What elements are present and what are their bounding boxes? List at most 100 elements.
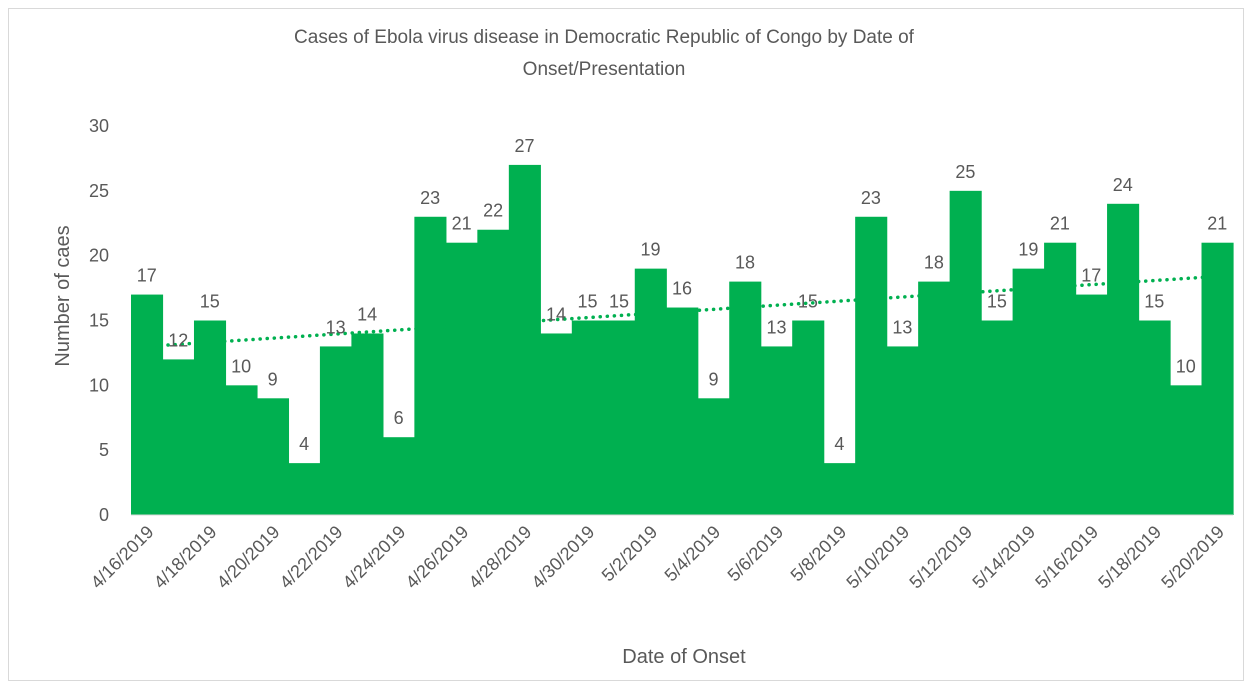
data-label: 15 <box>798 292 818 312</box>
area-bar <box>855 216 888 515</box>
area-bar <box>193 320 227 515</box>
data-label: 21 <box>1050 214 1070 234</box>
area-bar <box>918 281 951 515</box>
area-bar <box>540 333 573 515</box>
data-label: 24 <box>1113 175 1133 195</box>
data-label: 10 <box>231 356 251 376</box>
x-tick-label: 4/16/2019 <box>87 522 158 593</box>
area-bar <box>225 385 258 515</box>
data-label: 16 <box>672 279 692 299</box>
x-tick-label: 5/2/2019 <box>598 522 662 586</box>
data-label: 15 <box>987 292 1007 312</box>
area-bar <box>1201 242 1234 515</box>
ebola-cases-chart: Cases of Ebola virus disease in Democrat… <box>52 27 1234 668</box>
x-tick-label: 4/20/2019 <box>213 522 284 593</box>
area-bar <box>445 242 478 515</box>
area-bar <box>603 320 636 515</box>
x-tick-label: 5/18/2019 <box>1094 522 1165 593</box>
x-tick-label: 5/16/2019 <box>1031 522 1102 593</box>
data-label: 13 <box>892 317 912 337</box>
area-bar <box>697 398 730 515</box>
chart-frame: Cases of Ebola virus disease in Democrat… <box>8 8 1244 681</box>
data-label: 23 <box>420 188 440 208</box>
x-tick-label: 4/28/2019 <box>465 522 536 593</box>
data-label: 15 <box>578 292 598 312</box>
x-axis-label: Date of Onset <box>622 646 746 668</box>
data-label: 13 <box>326 317 346 337</box>
x-tick-label: 5/12/2019 <box>905 522 976 593</box>
chart-title-line-2: Onset/Presentation <box>523 59 686 80</box>
data-label: 19 <box>640 240 660 260</box>
area-bar <box>981 320 1014 515</box>
area-bar <box>666 307 699 515</box>
area-bar <box>823 463 856 515</box>
area-bar <box>571 320 604 515</box>
data-label: 22 <box>483 201 503 221</box>
x-axis-ticks: 4/16/20194/18/20194/20/20194/22/20194/24… <box>87 522 1228 593</box>
area-bar <box>949 190 982 515</box>
area-bar <box>256 398 290 515</box>
y-tick-label: 10 <box>89 375 109 395</box>
y-tick-label: 5 <box>99 440 109 460</box>
y-axis-ticks: 0 5 10 15 20 25 30 <box>89 116 109 525</box>
area-bar <box>1107 203 1140 516</box>
y-tick-label: 0 <box>99 505 109 525</box>
y-tick-label: 15 <box>89 311 109 331</box>
data-label: 18 <box>924 253 944 273</box>
data-label: 15 <box>200 292 220 312</box>
trendline <box>144 274 1220 349</box>
area-series <box>131 164 1234 516</box>
data-label: 15 <box>1144 292 1164 312</box>
data-label: 4 <box>834 434 844 454</box>
y-tick-label: 20 <box>89 246 109 266</box>
area-bar <box>1012 268 1045 515</box>
area-bar <box>319 346 352 515</box>
data-label: 17 <box>1081 266 1101 286</box>
data-label: 18 <box>735 253 755 273</box>
data-label: 27 <box>515 136 535 156</box>
area-bar <box>792 320 825 515</box>
data-label: 4 <box>299 434 309 454</box>
area-bar <box>162 359 195 515</box>
x-tick-label: 4/24/2019 <box>339 522 410 593</box>
x-tick-label: 5/20/2019 <box>1157 522 1228 593</box>
area-bar <box>760 346 793 515</box>
trendline-path <box>144 274 1220 349</box>
data-label: 6 <box>394 408 404 428</box>
area-bar <box>634 268 667 515</box>
data-labels: 17 12 15 10 9 4 13 14 6 23 21 22 27 14 15 15 19 16 9 18 13 15… <box>137 136 1228 454</box>
data-label: 21 <box>1207 214 1227 234</box>
area-bar <box>131 294 164 515</box>
area-bar <box>351 333 384 515</box>
x-tick-label: 5/10/2019 <box>842 522 913 593</box>
x-tick-label: 4/22/2019 <box>276 522 347 593</box>
y-tick-label: 30 <box>89 116 109 136</box>
area-bar <box>477 229 510 516</box>
area-bar <box>508 164 541 515</box>
data-label: 23 <box>861 188 881 208</box>
x-tick-label: 4/30/2019 <box>528 522 599 593</box>
data-label: 12 <box>168 330 188 350</box>
data-label: 9 <box>268 369 278 389</box>
x-tick-label: 5/6/2019 <box>724 522 788 586</box>
data-label: 10 <box>1176 356 1196 376</box>
chart-title-line-1: Cases of Ebola virus disease in Democrat… <box>294 27 915 48</box>
area-bar <box>1044 242 1077 515</box>
data-label: 21 <box>452 214 472 234</box>
data-label: 14 <box>357 304 377 324</box>
x-tick-label: 5/14/2019 <box>968 522 1039 593</box>
data-label: 17 <box>137 266 157 286</box>
data-label: 25 <box>955 162 975 182</box>
area-bar <box>414 216 447 515</box>
data-label: 19 <box>1018 240 1038 260</box>
area-bar <box>1170 385 1203 515</box>
area-bar <box>1138 320 1171 515</box>
area-bar <box>288 463 321 515</box>
data-label: 9 <box>708 369 718 389</box>
x-tick-label: 4/26/2019 <box>402 522 473 593</box>
area-bar <box>729 281 762 515</box>
area-bar <box>886 346 919 515</box>
x-tick-label: 4/18/2019 <box>150 522 221 593</box>
data-label: 14 <box>546 304 566 324</box>
data-label: 15 <box>609 292 629 312</box>
